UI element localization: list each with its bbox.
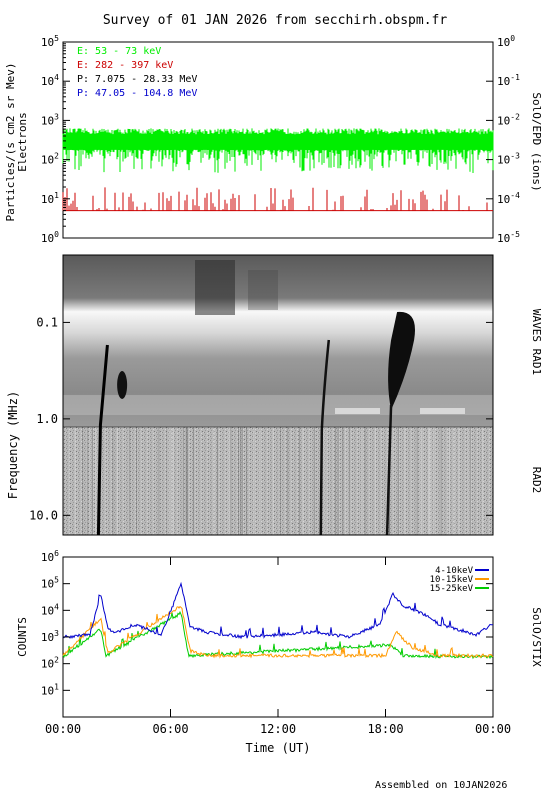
- waves-right-label-rad2: RAD2: [530, 467, 543, 494]
- stix-panel: 101 102 103 104 105 106 4-10keV10-15keV15-25k…: [16, 549, 543, 755]
- epd-ytick-label: 103: [41, 112, 59, 127]
- rad1-faint-band: [420, 408, 465, 414]
- epd-legend-entry: E: 282 - 397 keV: [77, 60, 173, 71]
- stix-plot-frame: [62, 556, 494, 718]
- stix-xtick-label: 00:00: [475, 722, 511, 736]
- stix-ytick-label: 101: [41, 682, 59, 697]
- epd-y2tick-label: 10-4: [497, 191, 520, 206]
- stix-ytick-label: 103: [41, 629, 59, 644]
- survey-title: Survey of 01 JAN 2026 from secchirh.obsp…: [103, 13, 448, 28]
- epd-ytick-label: 102: [41, 152, 59, 167]
- stix-ytick-label: 106: [41, 549, 59, 564]
- rad1-faint-band: [335, 408, 380, 414]
- waves-ytick-label: 1.0: [36, 412, 58, 426]
- epd-right-label: SolO/EPD (ions): [530, 92, 543, 191]
- epd-ytick-label: 104: [41, 73, 59, 88]
- epd-electrons-high-line: [62, 187, 493, 212]
- epd-legend-entry: E: 53 - 73 keV: [77, 46, 161, 57]
- stix-4-10kev-line: [62, 581, 493, 640]
- radio-burst: [117, 371, 128, 399]
- stix-15-25kev-line: [62, 610, 494, 660]
- epd-ytick-label: 105: [41, 34, 59, 49]
- rad1-dark-patch: [195, 260, 235, 315]
- waves-ylabel: Frequency (MHz): [6, 391, 20, 499]
- stix-legend-entry: 15-25keV: [430, 584, 474, 594]
- epd-legend-entry: P: 7.075 - 28.33 MeV: [77, 74, 197, 85]
- stix-ylabel: COUNTS: [16, 617, 29, 657]
- stix-right-label: SolO/STIX: [530, 607, 543, 667]
- epd-ylabel: Particles/(s cm2 sr Mev): [4, 63, 17, 222]
- epd-y2tick-label: 10-5: [497, 230, 520, 245]
- epd-ylabel-electrons: Electrons: [16, 112, 29, 172]
- epd-ytick-label: 100: [41, 230, 59, 245]
- stix-legend-entry: 10-15keV: [430, 575, 474, 585]
- epd-y2tick-label: 10-3: [497, 152, 520, 167]
- stix-xtick-label: 18:00: [367, 722, 403, 736]
- stix-ytick-label: 104: [41, 602, 59, 617]
- radio-burst: [385, 404, 393, 536]
- stix-ytick-label: 102: [41, 656, 59, 671]
- waves-panel: 0.1 1.0 10.0 Frequency (MHz) WAVES RAD1 RA…: [6, 254, 543, 536]
- radio-burst: [319, 339, 331, 536]
- radio-burst: [388, 311, 416, 410]
- epd-y2tick-label: 10-2: [497, 112, 520, 127]
- rad1-dark-patch: [248, 270, 278, 310]
- epd-y2tick-label: 10-1: [497, 73, 520, 88]
- stix-ytick-label: 105: [41, 576, 59, 591]
- radio-burst: [96, 344, 109, 536]
- epd-panel: 100 101 102 103 104 105 10-5 10-4 10-3 10-2 10-1 1…: [4, 34, 543, 245]
- stix-xtick-label: 12:00: [260, 722, 296, 736]
- stix-10-15kev-line: [62, 605, 494, 659]
- waves-ytick-label: 10.0: [29, 508, 58, 522]
- rad1-bright-band-lower: [63, 395, 493, 415]
- waves-right-label-rad1: WAVES RAD1: [530, 309, 543, 375]
- assembled-footer: Assembled on 10JAN2026: [375, 780, 508, 791]
- waves-plot-frame: [62, 254, 494, 536]
- waves-ytick-label: 0.1: [36, 315, 58, 329]
- stix-legend-entry: 4-10keV: [435, 566, 474, 576]
- stix-xtick-label: 06:00: [152, 722, 188, 736]
- epd-ytick-label: 101: [41, 191, 59, 206]
- stix-xtick-label: 00:00: [45, 722, 81, 736]
- survey-plot: Survey of 01 JAN 2026 from secchirh.obsp…: [4, 13, 543, 755]
- stix-xlabel: Time (UT): [245, 741, 310, 755]
- epd-electrons-low-line: [62, 128, 494, 173]
- rad2-stripes: [74, 427, 483, 535]
- epd-y2tick-label: 100: [497, 34, 515, 49]
- epd-legend-entry: P: 47.05 - 104.8 MeV: [77, 88, 197, 99]
